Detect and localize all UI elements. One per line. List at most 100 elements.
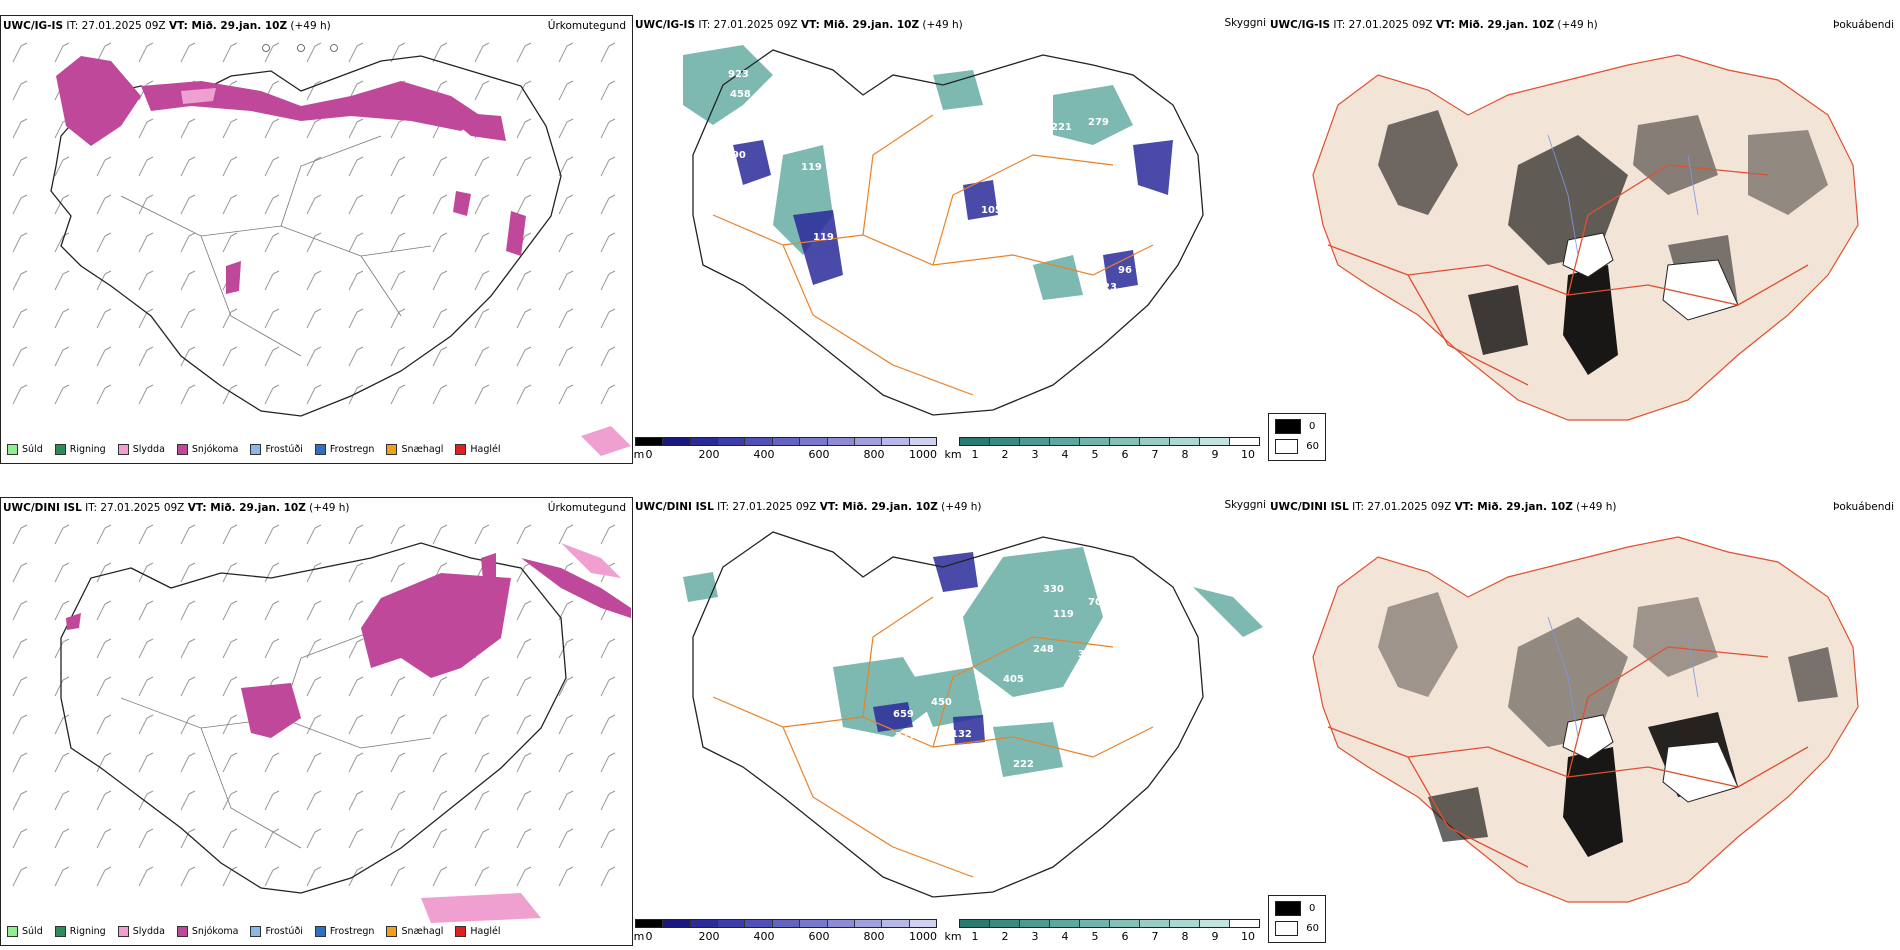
wind-barb-flag [188, 676, 196, 681]
wind-barb-flag [62, 714, 70, 719]
wind-barb [516, 349, 526, 367]
wind-barb-flag [146, 752, 154, 757]
wind-barb-flag [608, 346, 616, 351]
wind-barb-flag [440, 866, 448, 871]
legend-swatch [250, 444, 262, 455]
cbar-cell [1020, 920, 1050, 927]
wind-barb [390, 831, 400, 849]
wind-barb [12, 387, 22, 405]
wind-barb [138, 679, 148, 697]
cbar-cell [636, 438, 664, 445]
wind-barb-flag [608, 270, 616, 275]
wind-barb-flag [566, 118, 574, 123]
wind-barb-flag [440, 828, 448, 833]
legend-swatch [176, 444, 188, 455]
wind-barb-flag [62, 270, 70, 275]
wind-barb [12, 565, 22, 583]
wind-barb [180, 387, 190, 405]
wind-barb-flag [608, 714, 616, 719]
visibility-bar [959, 919, 1260, 928]
legend-item: Slydda [117, 926, 165, 937]
wind-barb [558, 273, 568, 291]
wind-barb-flag [20, 676, 28, 681]
wind-barb [222, 197, 232, 215]
wind-barb-flag [314, 194, 322, 199]
wind-barb-flag [230, 714, 238, 719]
wind-barbs [12, 524, 616, 887]
iceland-outline [50, 55, 562, 417]
cbar-cell [909, 438, 936, 445]
cloud-base-colorbar: m 0 200 400 600 800 1000 [634, 437, 937, 462]
wind-barb-flag [398, 42, 406, 47]
wind-barb [558, 641, 568, 659]
wind-barb-flag [272, 790, 280, 795]
wind-barb [474, 273, 484, 291]
wind-barb [516, 755, 526, 773]
wind-barb [558, 527, 568, 545]
vis-label: 450 [931, 697, 952, 708]
wind-barb-flag [608, 156, 616, 161]
legend-item: Haglél [455, 926, 501, 937]
wind-barb-flag [272, 562, 280, 567]
wind-barb-flag [230, 828, 238, 833]
vis-label: 386 [1078, 649, 1099, 660]
wind-barb-flag [104, 562, 112, 567]
legend-swatch [250, 926, 262, 937]
wind-barb [180, 679, 190, 697]
wind-barb-flag [356, 676, 364, 681]
wind-barb [180, 311, 190, 329]
wind-barb [474, 793, 484, 811]
panel-title: Þokuábendi [1833, 19, 1894, 31]
wind-barb [12, 679, 22, 697]
legend-item: Súld [7, 926, 43, 937]
wind-barb-flag [524, 638, 532, 643]
wind-barb-flag [566, 308, 574, 313]
wind-barb-flag [566, 80, 574, 85]
wind-barb-flag [398, 346, 406, 351]
wind-barb-flag [230, 752, 238, 757]
panel-title: Úrkomutegund [547, 20, 626, 32]
wind-barb-flag [482, 80, 490, 85]
wind-barb-flag [272, 638, 280, 643]
wind-barb-flag [398, 194, 406, 199]
legend-swatch [386, 926, 398, 937]
wind-barb-flag [482, 752, 490, 757]
wind-barb [558, 679, 568, 697]
vis-label: 23 [1103, 282, 1117, 293]
unit-label: km [944, 930, 962, 943]
legend-swatch [7, 444, 18, 455]
wind-barb-flag [230, 232, 238, 237]
wind-barb-flag [272, 194, 280, 199]
cbar-cell [854, 920, 883, 927]
panel-title: Skyggni [1224, 17, 1267, 29]
legend-swatch [455, 926, 467, 937]
wind-barb-flag [146, 866, 154, 871]
legend-swatch [54, 444, 66, 455]
fog-key-row: 60 [1275, 921, 1319, 936]
cbar-cell [1230, 438, 1259, 445]
panel-title: Skyggni [1224, 499, 1267, 511]
wind-barb [96, 197, 106, 215]
wind-barb-flag [314, 42, 322, 47]
wind-barb-flag [20, 232, 28, 237]
wind-barb [138, 311, 148, 329]
wind-barb-flag [146, 118, 154, 123]
vis-label: 132 [951, 729, 972, 740]
wind-barb [348, 349, 358, 367]
wind-barb [348, 603, 358, 621]
wind-barb-flag [482, 156, 490, 161]
wind-barb-flag [566, 346, 574, 351]
panel-title: Úrkomutegund [547, 502, 626, 514]
fog-key-row: 0 [1275, 419, 1319, 434]
wind-barb-flag [398, 866, 406, 871]
cbar-cell [1080, 438, 1110, 445]
wind-barb [222, 45, 232, 63]
cloud-base-ticks: m 0 200 400 600 800 1000 [634, 930, 937, 944]
tick-label: 400 [753, 930, 775, 943]
wind-barb [432, 273, 442, 291]
wind-barb-flag [146, 42, 154, 47]
wind-barb [138, 603, 148, 621]
cbar-cell [1140, 438, 1170, 445]
wind-barb-flag [440, 562, 448, 567]
wind-barb [180, 565, 190, 583]
